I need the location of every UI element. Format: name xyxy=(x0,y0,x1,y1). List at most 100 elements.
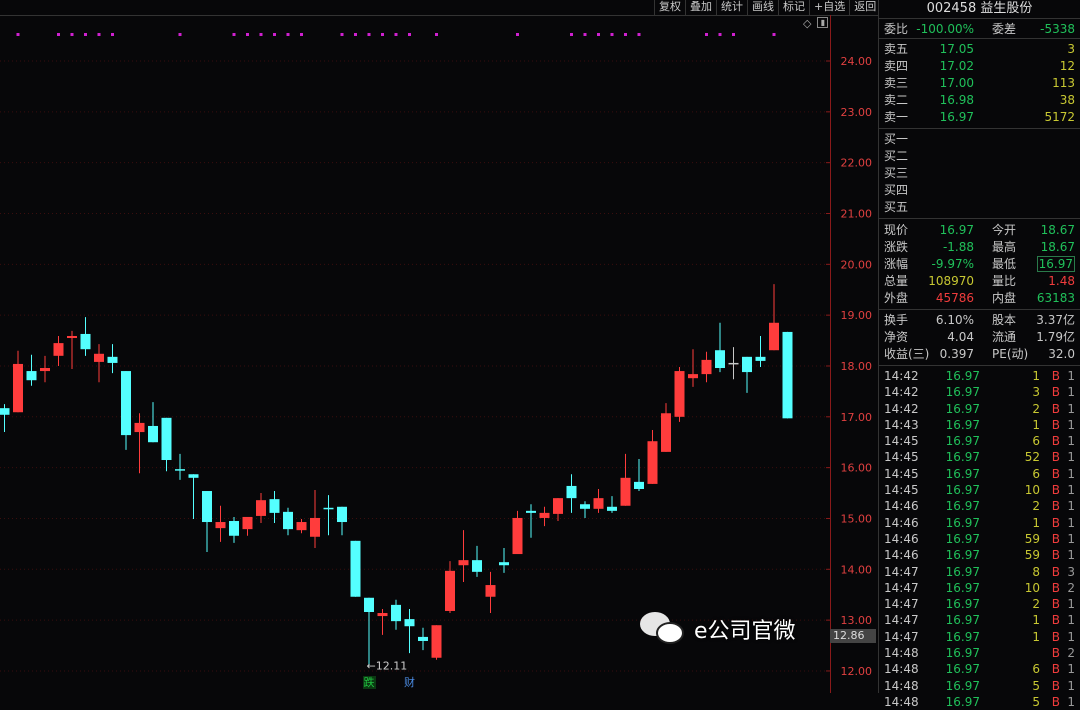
signal-marker xyxy=(570,33,573,36)
candle-body xyxy=(566,485,577,499)
kline-chart[interactable]: 24.00 23.00 22.00 21.00 20.00 19.00 18.00 17.00… xyxy=(0,0,878,693)
ask-label: 卖四 xyxy=(884,59,909,73)
toolbar-draw-button[interactable]: 画线 xyxy=(747,0,778,15)
weibi-row: 委比 -100.00% 委差 -5338 xyxy=(879,19,1080,39)
candle-body xyxy=(485,585,496,597)
trade-count: 1 xyxy=(1067,597,1075,612)
bid-label: 买二 xyxy=(884,149,909,163)
candle xyxy=(431,625,442,660)
trade-row: 14:42 16.97 3 B 1 xyxy=(879,384,1080,400)
trade-row: 14:47 16.97 10 B 2 xyxy=(879,580,1080,596)
candle xyxy=(472,545,482,577)
trade-row: 14:45 16.97 6 B 1 xyxy=(879,466,1080,482)
trade-side: B xyxy=(1051,417,1060,432)
trade-price: 16.97 xyxy=(945,678,980,693)
fund-value: 0.397 xyxy=(939,347,974,361)
quote-value: -9.97% xyxy=(931,257,974,271)
toolbar-back-button[interactable]: 返回 xyxy=(849,0,880,15)
last-price-tag: 12.86 xyxy=(830,629,876,643)
candle-body xyxy=(350,540,361,597)
stock-name: 益生股份 xyxy=(980,1,1033,16)
trade-list[interactable]: 14:42 16.97 1 B 1 14:42 16.97 3 B 1 14:42 16.97 2 B 1 1… xyxy=(879,366,1080,710)
candle xyxy=(620,453,631,506)
bid-level: 买四 xyxy=(879,182,1080,199)
candle-body xyxy=(553,498,563,514)
trade-price: 16.97 xyxy=(945,548,980,563)
trade-row: 14:45 16.97 10 B 1 xyxy=(879,482,1080,498)
quote-label: 最高 xyxy=(992,240,1017,254)
signal-marker xyxy=(408,33,411,36)
candle xyxy=(364,597,374,666)
toolbar-stats-button[interactable]: 统计 xyxy=(716,0,747,15)
trade-time: 14:42 xyxy=(884,385,919,400)
toolbar-add-watchlist-button[interactable]: +自选 xyxy=(809,0,849,15)
trade-volume: 8 xyxy=(1032,564,1040,579)
signal-marker xyxy=(394,33,398,36)
trade-count: 1 xyxy=(1067,499,1075,514)
trade-price: 16.97 xyxy=(945,466,980,481)
panel-toggle-icon[interactable]: ▮ xyxy=(817,17,829,28)
signal-marker xyxy=(300,33,303,36)
diamond-icon[interactable]: ◇ xyxy=(803,17,812,30)
signal-marker xyxy=(97,33,101,36)
candle xyxy=(269,491,280,524)
trade-row: 14:47 16.97 8 B 3 xyxy=(879,564,1080,580)
candle xyxy=(580,501,590,518)
chart-toolbar: 复权 叠加 统计 画线 标记 +自选 返回 xyxy=(654,0,880,15)
trade-volume: 6 xyxy=(1032,662,1040,677)
y-tick-label: 15.00 xyxy=(841,512,873,525)
trade-side: B xyxy=(1051,597,1060,612)
y-tick-label: 19.00 xyxy=(841,309,873,322)
signal-marker xyxy=(435,33,438,36)
toolbar-overlay-button[interactable]: 叠加 xyxy=(685,0,716,15)
quote-label: 总量 xyxy=(884,274,909,288)
trade-volume: 1 xyxy=(1032,613,1040,628)
trade-volume: 2 xyxy=(1032,401,1040,416)
candle-body xyxy=(593,498,604,509)
candle xyxy=(728,347,739,380)
event-flag[interactable]: 财 xyxy=(404,676,415,689)
trade-price: 16.97 xyxy=(945,564,980,579)
quote-value: 18.67 xyxy=(1024,239,1075,256)
fundamental-row: 收益(三) 0.397 PE(动) 32.0 xyxy=(879,346,1080,363)
trade-price: 16.97 xyxy=(945,629,980,644)
y-tick-label: 20.00 xyxy=(841,258,873,271)
toolbar-mark-button[interactable]: 标记 xyxy=(778,0,809,15)
trade-side: B xyxy=(1051,499,1060,514)
candle xyxy=(782,331,793,419)
trade-price: 16.97 xyxy=(945,401,980,416)
candle-body xyxy=(377,613,388,617)
toolbar-fuquan-button[interactable]: 复权 xyxy=(654,0,685,15)
candle xyxy=(607,496,617,513)
fund-label: 收益(三) xyxy=(884,347,930,361)
trade-count: 1 xyxy=(1067,401,1075,416)
trade-side: B xyxy=(1051,613,1060,628)
candle-body xyxy=(715,350,725,369)
ask-level: 卖一 16.97 5172 xyxy=(879,109,1080,126)
ask-label: 卖三 xyxy=(884,76,909,90)
candle-body xyxy=(445,570,455,611)
candle xyxy=(40,355,50,383)
trade-volume: 59 xyxy=(1024,531,1040,546)
signal-marker xyxy=(84,33,87,36)
fundamental-row: 净资 4.04 流通 1.79亿 xyxy=(879,329,1080,346)
trade-price: 16.97 xyxy=(945,580,980,595)
trade-volume: 5 xyxy=(1032,678,1040,693)
candle xyxy=(566,474,577,513)
candle xyxy=(458,530,469,583)
candle-body xyxy=(364,597,374,612)
trade-volume: 6 xyxy=(1032,434,1040,449)
candle xyxy=(107,344,118,374)
trade-volume: 1 xyxy=(1032,629,1040,644)
candle-body xyxy=(94,353,104,362)
trade-time: 14:47 xyxy=(884,629,919,644)
trade-price: 16.97 xyxy=(945,531,980,546)
candle xyxy=(0,404,10,433)
event-flag[interactable]: 跌 xyxy=(362,676,376,689)
stock-code: 002458 xyxy=(926,1,977,16)
quote-row: 总量 108970 量比 1.48 xyxy=(879,273,1080,290)
weicha-value: -5338 xyxy=(1040,22,1075,36)
trade-time: 14:47 xyxy=(884,580,919,595)
candle xyxy=(742,356,752,393)
ask-price: 16.98 xyxy=(939,93,974,107)
